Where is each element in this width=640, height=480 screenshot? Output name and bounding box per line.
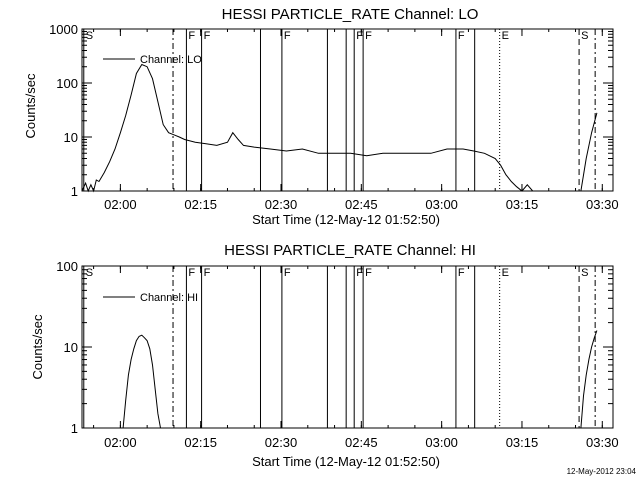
x-tick-label: 02:45 xyxy=(345,197,378,212)
flag-letter: S xyxy=(581,30,588,42)
x-axis-label: Start Time (12-May-12 01:52:50) xyxy=(252,454,440,469)
y-tick-label: 1 xyxy=(71,421,78,436)
x-tick-label: 02:45 xyxy=(345,435,378,450)
axis-ticks: 02:00 02:15 02:30 02:45 03:00 03:15 03:30 1 10 10… xyxy=(56,259,618,450)
flag-letter: F xyxy=(356,30,363,42)
flag-letter: F xyxy=(458,30,465,42)
x-tick-label: 02:15 xyxy=(184,197,217,212)
plot-frame xyxy=(81,265,614,429)
legend: Channel: LO xyxy=(103,54,202,66)
y-tick-label: 10 xyxy=(64,340,78,355)
series-line xyxy=(580,330,598,429)
x-tick-label: 02:00 xyxy=(104,435,137,450)
flag-letter: F xyxy=(204,267,211,279)
flag-letter: F xyxy=(188,267,195,279)
chart-panel-hi: HESSI PARTICLE_RATE Channel: HI Counts/s… xyxy=(30,242,619,469)
x-tick-label: 03:30 xyxy=(586,435,619,450)
flag-letter: F xyxy=(365,30,372,42)
flag-letter: F xyxy=(204,30,211,42)
legend-label: Channel: HI xyxy=(140,292,198,304)
flag-letter: S xyxy=(86,30,93,42)
flag-letter: S xyxy=(581,267,588,279)
y-axis-label: Counts/sec xyxy=(23,73,38,139)
x-tick-label: 03:30 xyxy=(586,197,619,212)
chart-panel-lo: HESSI PARTICLE_RATE Channel: LO Counts/s… xyxy=(23,6,619,227)
flag-letter: E xyxy=(502,267,509,279)
legend-label: Channel: LO xyxy=(140,54,202,66)
series-layer xyxy=(122,330,598,429)
y-tick-label: 1000 xyxy=(49,22,78,37)
flag-letter: F xyxy=(284,267,291,279)
x-axis-label: Start Time (12-May-12 01:52:50) xyxy=(252,212,440,227)
flag-letter: F xyxy=(284,30,291,42)
series-line xyxy=(122,334,161,429)
chart-title: HESSI PARTICLE_RATE Channel: HI xyxy=(224,242,476,259)
y-tick-label: 100 xyxy=(56,259,78,274)
x-tick-label: 03:00 xyxy=(425,435,458,450)
flag-letter: F xyxy=(188,30,195,42)
x-tick-label: 02:15 xyxy=(184,435,217,450)
legend: Channel: HI xyxy=(103,292,198,304)
x-tick-label: 03:15 xyxy=(506,435,539,450)
flag-letter: F xyxy=(356,267,363,279)
x-tick-label: 02:30 xyxy=(265,435,298,450)
flag-letter: E xyxy=(502,30,509,42)
series-layer xyxy=(81,63,598,193)
y-tick-label: 1 xyxy=(71,184,78,199)
x-tick-label: 02:30 xyxy=(265,197,298,212)
series-line xyxy=(81,63,598,193)
plot-frame xyxy=(81,28,614,192)
flag-letter: F xyxy=(365,267,372,279)
chart-title: HESSI PARTICLE_RATE Channel: LO xyxy=(222,6,479,23)
footer-timestamp: 12-May-2012 23:04 xyxy=(567,467,637,476)
y-axis-label: Counts/sec xyxy=(30,314,45,380)
x-tick-label: 03:15 xyxy=(506,197,539,212)
y-tick-label: 100 xyxy=(56,76,78,91)
flag-letter: F xyxy=(458,267,465,279)
flag-letter: S xyxy=(86,267,93,279)
y-tick-label: 10 xyxy=(64,130,78,145)
x-tick-label: 03:00 xyxy=(425,197,458,212)
x-tick-label: 02:00 xyxy=(104,197,137,212)
axis-ticks: 02:00 02:15 02:30 02:45 03:00 03:15 03:30 1 10 10… xyxy=(49,22,618,212)
